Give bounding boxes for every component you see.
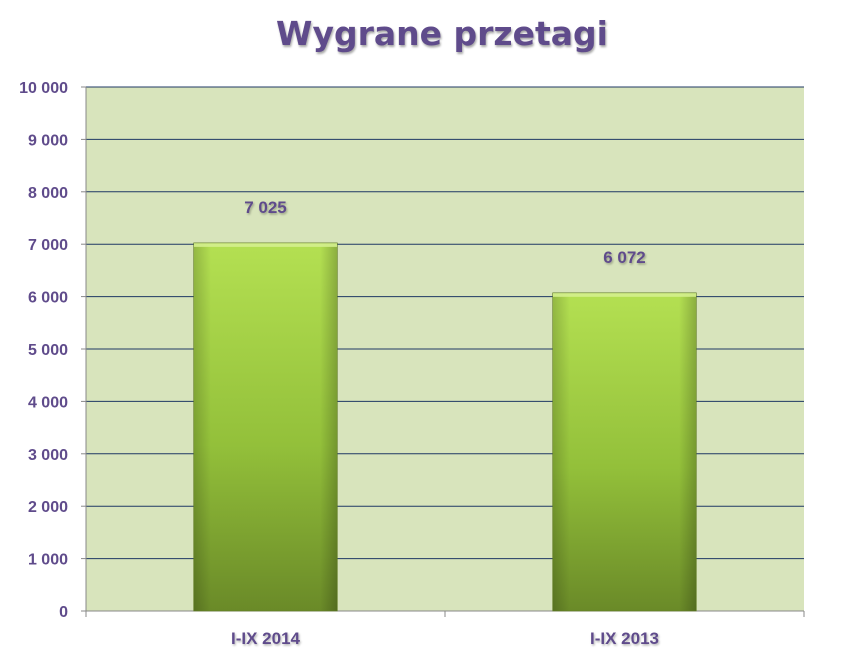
bar-shading	[193, 242, 338, 611]
y-tick-label: 4 000	[28, 394, 68, 411]
bar-top-highlight	[193, 242, 338, 247]
labels: 0 1 000 2 000 3 000 4 000 5 000 6 000 7 000 8 00…	[19, 80, 659, 648]
bar-shading	[552, 292, 697, 611]
y-tick-label: 8 000	[28, 185, 68, 202]
x-category-label: I-IX 2013	[590, 629, 659, 648]
y-tick-label: 2 000	[28, 499, 68, 516]
y-tick-label: 1 000	[28, 552, 68, 569]
bar-outline	[552, 292, 697, 612]
y-tick-label: 0	[59, 604, 68, 621]
y-tick-label: 10 000	[19, 80, 68, 97]
bar-top-highlight	[552, 292, 697, 297]
y-tick-label: 7 000	[28, 237, 68, 254]
y-tick-label: 5 000	[28, 342, 68, 359]
data-label: 6 072	[603, 248, 646, 267]
y-tick-label: 9 000	[28, 132, 68, 149]
y-tick-label: 6 000	[28, 290, 68, 307]
x-category-label: I-IX 2014	[231, 629, 301, 648]
chart-title: Wygrane przetagi	[276, 14, 608, 53]
bar-outline	[193, 242, 338, 612]
data-label: 7 025	[244, 198, 287, 217]
bars	[193, 242, 697, 612]
y-tick-label: 3 000	[28, 447, 68, 464]
